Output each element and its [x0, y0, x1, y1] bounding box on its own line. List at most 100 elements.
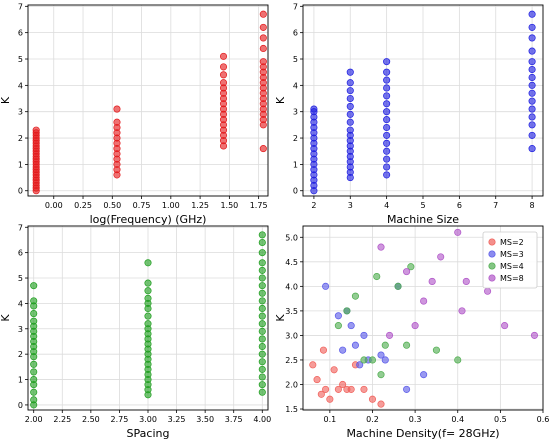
x-tick-label: 2.50: [82, 415, 100, 424]
data-point: [258, 320, 266, 328]
legend-label: MS=2: [500, 238, 524, 247]
data-point: [528, 113, 536, 121]
data-point: [528, 89, 536, 97]
data-point: [30, 360, 38, 368]
x-tick-label: 5: [420, 201, 425, 210]
data-point: [144, 294, 152, 302]
axes-frame: [302, 4, 544, 197]
y-axis-label: K: [274, 314, 287, 322]
data-point: [258, 238, 266, 247]
data-point: [219, 63, 228, 71]
data-point: [356, 361, 364, 369]
data-point: [258, 381, 266, 389]
chart-panel-1: 0.00 0.25 0.50 0.75 1.00 1.25 1.50 1.75 0 1 2 3 4 5 6 7…: [0, 2, 269, 226]
data-point: [219, 71, 228, 79]
x-tick-label: 0.2: [366, 415, 379, 424]
data-point: [346, 94, 354, 103]
x-tick-label: 0.00: [45, 201, 63, 210]
data-point: [334, 312, 342, 320]
data-point: [322, 385, 330, 393]
data-point: [347, 385, 355, 393]
data-point: [411, 322, 419, 330]
y-tick-label: 2: [293, 134, 298, 143]
x-tick-label: 4: [384, 201, 389, 210]
data-point: [322, 282, 330, 290]
data-point: [339, 380, 347, 389]
data-point: [258, 231, 266, 239]
x-tick-label: 7: [493, 201, 498, 210]
y-tick-label: 7: [293, 2, 298, 11]
y-tick-label: 5.0: [285, 233, 298, 242]
chart-panel-4: 0.1 0.2 0.3 0.4 0.5 0.6 1.5 2.0 2.5 3.0 3.5 4.0 4.5 5…: [274, 225, 550, 440]
axes-frame: [27, 225, 269, 411]
y-tick-label: 0: [293, 187, 298, 196]
data-point: [258, 388, 266, 396]
data-point: [310, 105, 318, 113]
data-point: [30, 388, 38, 396]
x-tick-label: 3.50: [196, 415, 214, 424]
data-point: [360, 331, 368, 339]
data-point: [528, 47, 536, 55]
chart-panel-2: 2 3 4 5 6 7 8 0 1 2 3 4 5 6 7 Machine Size K: [274, 2, 544, 226]
y-tick-label: 2.0: [285, 380, 298, 389]
x-tick-label: 8: [530, 201, 535, 210]
y-tick-label: 5: [18, 55, 23, 64]
data-point: [258, 304, 266, 313]
data-point: [394, 282, 402, 290]
legend-label: MS=4: [500, 262, 524, 271]
y-axis-label: K: [274, 96, 287, 104]
data-point: [113, 118, 121, 126]
data-point: [528, 97, 536, 105]
legend-label: MS=3: [500, 250, 524, 259]
y-tick-label: 2: [18, 134, 23, 143]
x-axis-label: Machine Density(f= 28GHz): [346, 427, 499, 440]
data-point: [528, 34, 536, 42]
axes-frame: [302, 225, 544, 411]
data-point: [334, 322, 342, 330]
data-point: [383, 139, 391, 147]
data-point: [347, 322, 355, 330]
x-tick-label: 2.25: [53, 415, 71, 424]
data-point: [258, 373, 266, 381]
data-point: [377, 371, 385, 379]
data-point: [346, 68, 354, 76]
data-point: [528, 131, 536, 139]
data-point: [528, 10, 536, 18]
data-point: [144, 259, 152, 267]
x-axis-label: Machine Size: [387, 213, 459, 226]
data-point: [383, 58, 391, 66]
data-point: [346, 79, 354, 87]
data-point: [258, 282, 266, 290]
x-tick-label: 6: [457, 201, 462, 210]
data-point: [346, 87, 354, 95]
y-tick-label: 3.5: [285, 307, 298, 316]
x-axis-label: SPacing: [127, 427, 170, 440]
x-tick-label: 0.25: [74, 201, 92, 210]
data-point: [144, 312, 152, 320]
x-tick-label: 0.6: [537, 415, 550, 424]
data-point: [346, 118, 354, 126]
data-point: [528, 58, 536, 66]
legend-marker: [488, 250, 496, 258]
data-point: [30, 297, 38, 305]
data-point: [454, 356, 462, 364]
data-point: [368, 395, 377, 403]
data-point: [383, 116, 391, 124]
y-tick-label: 7: [18, 2, 23, 11]
data-point: [258, 350, 266, 358]
x-tick-label: 0.3: [409, 415, 422, 424]
data-point: [113, 105, 121, 113]
data-point: [383, 147, 391, 155]
data-point: [30, 375, 38, 384]
data-point: [420, 297, 428, 305]
legend-marker: [488, 238, 496, 246]
data-point: [403, 268, 411, 276]
data-point: [346, 102, 354, 110]
data-point: [428, 277, 436, 285]
data-point: [501, 322, 509, 330]
data-point: [32, 126, 40, 134]
chart-panel-3: 2.00 2.25 2.50 2.75 3.00 3.25 3.50 3.75 4.00 0 1 2 3…: [0, 223, 271, 440]
plot-area: [28, 5, 268, 196]
data-point: [454, 228, 462, 236]
data-point: [383, 131, 391, 139]
